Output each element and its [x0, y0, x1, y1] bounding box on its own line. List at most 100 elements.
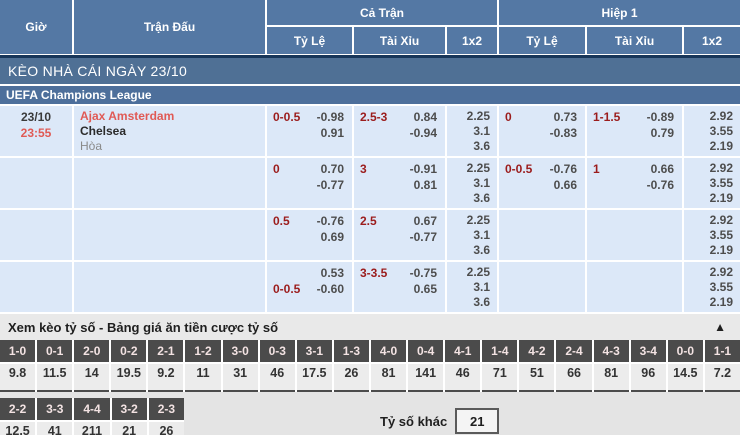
score-label: 1-2 [185, 340, 221, 362]
match-time: 23:55 [20, 126, 52, 140]
col-header-fh-1x2: 1x2 [684, 27, 740, 54]
home-team: Ajax Amsterdam [80, 109, 175, 123]
correct-score-header[interactable]: Xem kèo tỷ số - Bảng giá ăn tiền cược tỷ… [0, 314, 740, 340]
score-odds: 66 [556, 364, 592, 392]
score-odds: 96 [630, 364, 666, 392]
odds-value: -0.94 [409, 126, 437, 140]
odds-draw: 3.1 [473, 124, 490, 138]
section-title-bar: KÈO NHÀ CÁI NGÀY 23/10 [0, 58, 740, 84]
fh-handicap-cell[interactable] [499, 262, 585, 312]
ft-handicap-cell[interactable]: 0-0.5 -0.98 0.91 [267, 106, 352, 156]
score-cell[interactable]: 3-3 41 [37, 398, 73, 435]
score-odds: 11.5 [37, 364, 73, 392]
score-label: 3-0 [222, 340, 258, 362]
score-cell[interactable]: 4-0 81 [370, 340, 407, 392]
score-cell[interactable]: 4-4 211 [74, 398, 110, 435]
score-cell[interactable]: 1-2 11 [185, 340, 221, 392]
score-odds: 9.2 [148, 364, 184, 392]
ft-1x2-cell[interactable]: 2.25 3.1 3.6 [447, 262, 497, 312]
correct-score-section: Xem kèo tỷ số - Bảng giá ăn tiền cược tỷ… [0, 314, 740, 435]
score-label: 1-1 [704, 340, 740, 362]
score-grid-row1: 1-0 9.8 0-1 11.5 2-0 14 0-2 19.5 2-1 9.2… [0, 340, 740, 392]
score-cell[interactable]: 3-0 31 [222, 340, 258, 392]
odds-value: 0.69 [320, 230, 344, 244]
handicap-line: 0 [273, 162, 280, 176]
league-bar[interactable]: UEFA Champions League [0, 86, 740, 104]
score-cell[interactable]: 0-1 11.5 [37, 340, 73, 392]
col-header-first-half: Hiệp 1 [499, 0, 740, 25]
other-score-label: Tỷ số khác [380, 413, 448, 429]
fh-1x2-cell[interactable]: 2.92 3.55 2.19 [684, 158, 740, 208]
ft-handicap-cell[interactable]: 0.53 0-0.5 -0.60 [267, 262, 352, 312]
ft-overunder-cell[interactable]: 3 -0.91 0.81 [354, 158, 445, 208]
collapse-arrow-icon[interactable]: ▲ [714, 320, 726, 334]
odds-away-win: 2.19 [709, 243, 733, 257]
score-odds: 14.5 [667, 364, 703, 392]
score-odds: 46 [259, 364, 295, 392]
score-label: 2-3 [148, 398, 184, 420]
score-cell[interactable]: 4-1 46 [445, 340, 481, 392]
ft-overunder-cell[interactable]: 2.5-3 0.84 -0.94 [354, 106, 445, 156]
ft-overunder-cell[interactable]: 3-3.5 -0.75 0.65 [354, 262, 445, 312]
handicap-line: 0-0.5 [273, 110, 301, 124]
odds-value: 0.67 [413, 214, 437, 228]
score-cell[interactable]: 3-2 21 [111, 398, 147, 435]
score-odds: 141 [408, 364, 444, 392]
ft-1x2-cell[interactable]: 2.25 3.1 3.6 [447, 158, 497, 208]
score-cell[interactable]: 1-0 9.8 [0, 340, 36, 392]
score-cell[interactable]: 1-4 71 [482, 340, 518, 392]
score-label: 2-2 [0, 398, 36, 420]
ft-1x2-cell[interactable]: 2.25 3.1 3.6 [447, 106, 497, 156]
score-cell[interactable]: 4-3 81 [593, 340, 629, 392]
score-cell[interactable]: 0-4 141 [408, 340, 444, 392]
score-cell[interactable]: 2-0 14 [74, 340, 110, 392]
score-grid-row2: 2-2 12.5 3-3 41 4-4 211 3-2 21 2-3 26 [0, 398, 740, 435]
score-cell[interactable]: 1-1 7.2 [704, 340, 740, 392]
ft-handicap-cell[interactable]: 0.5 -0.76 0.69 [267, 210, 352, 260]
score-cell[interactable]: 2-4 66 [556, 340, 592, 392]
score-cell[interactable]: 4-2 51 [519, 340, 555, 392]
score-odds: 7.2 [704, 364, 740, 392]
goal-line: 2.5-3 [360, 110, 388, 124]
match-cell [74, 158, 265, 208]
score-cell[interactable]: 2-3 26 [148, 398, 184, 435]
fh-1x2-cell[interactable]: 2.92 3.55 2.19 [684, 106, 740, 156]
score-cell[interactable]: 2-2 12.5 [0, 398, 36, 435]
fh-handicap-cell[interactable]: 0 0.73 -0.83 [499, 106, 585, 156]
odds-away-win: 3.6 [473, 139, 490, 153]
score-cell[interactable]: 0-2 19.5 [111, 340, 147, 392]
time-cell [0, 158, 72, 208]
goal-line: 1 [593, 162, 600, 176]
ft-overunder-cell[interactable]: 2.5 0.67 -0.77 [354, 210, 445, 260]
odds-rows: 23/10 23:55 Ajax Amsterdam Chelsea Hòa 0… [0, 106, 740, 312]
fh-overunder-cell[interactable] [587, 262, 682, 312]
odds-row: 0.5 -0.76 0.69 2.5 0.67 -0.77 2.25 3.1 3.6… [0, 210, 740, 260]
score-odds: 81 [593, 364, 629, 392]
fh-overunder-cell[interactable] [587, 210, 682, 260]
score-cell[interactable]: 3-1 17.5 [296, 340, 332, 392]
odds-home-win: 2.92 [709, 265, 733, 279]
fh-overunder-cell[interactable]: 1 0.66 -0.76 [587, 158, 682, 208]
fh-handicap-cell[interactable] [499, 210, 585, 260]
ft-handicap-cell[interactable]: 0 0.70 -0.77 [267, 158, 352, 208]
score-cell[interactable]: 0-3 46 [259, 340, 295, 392]
score-cell[interactable]: 1-3 26 [333, 340, 369, 392]
fh-overunder-cell[interactable]: 1-1.5 -0.89 0.79 [587, 106, 682, 156]
odds-draw: 3.1 [473, 176, 490, 190]
odds-row: 23/10 23:55 Ajax Amsterdam Chelsea Hòa 0… [0, 106, 740, 156]
odds-value: 0.70 [320, 162, 344, 176]
score-cell[interactable]: 0-0 14.5 [667, 340, 703, 392]
fh-1x2-cell[interactable]: 2.92 3.55 2.19 [684, 262, 740, 312]
odds-away-win: 2.19 [709, 191, 733, 205]
odds-home-win: 2.92 [709, 161, 733, 175]
handicap-line: 0.5 [273, 214, 290, 228]
fh-1x2-cell[interactable]: 2.92 3.55 2.19 [684, 210, 740, 260]
odds-draw: 3.1 [473, 280, 490, 294]
ft-1x2-cell[interactable]: 2.25 3.1 3.6 [447, 210, 497, 260]
fh-handicap-cell[interactable]: 0-0.5 -0.76 0.66 [499, 158, 585, 208]
score-cell[interactable]: 3-4 96 [630, 340, 666, 392]
score-cell[interactable]: 2-1 9.2 [148, 340, 184, 392]
goal-line: 3 [360, 162, 367, 176]
handicap-line: 0 [505, 110, 512, 124]
other-score-box[interactable]: 21 [455, 408, 500, 434]
